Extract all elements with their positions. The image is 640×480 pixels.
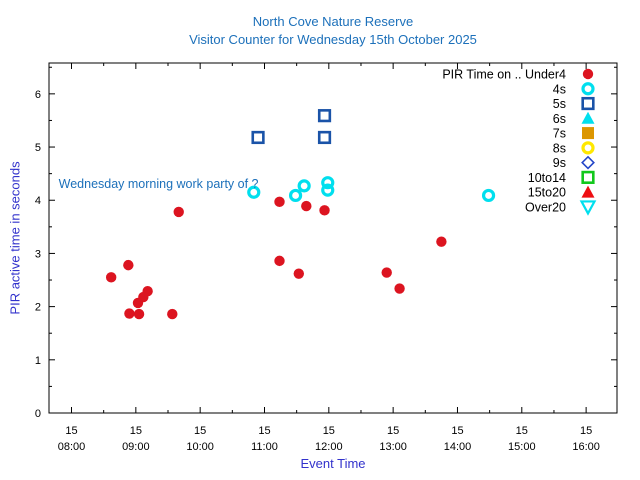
x-tick-label-day: 15 — [258, 425, 270, 437]
data-point-4s — [481, 188, 496, 203]
data-point-5s — [251, 130, 265, 145]
plot-border — [48, 62, 618, 414]
data-point-pir-time-on-under4 — [173, 206, 184, 218]
x-tick-label-day: 15 — [323, 425, 335, 437]
x-tick-label-time: 08:00 — [58, 441, 86, 453]
legend-label: 6s — [553, 112, 566, 126]
data-point-pir-time-on-under4 — [167, 308, 178, 320]
legend-marker-circle-open — [581, 141, 595, 155]
y-tick-label: 3 — [35, 248, 41, 260]
x-tick-label-time: 16:00 — [572, 441, 600, 453]
y-tick-label: 1 — [35, 355, 41, 367]
data-point-4s — [288, 188, 303, 203]
legend-marker-circle-open — [581, 82, 595, 96]
data-point-pir-time-on-under4 — [274, 196, 285, 208]
x-tick-label-time: 09:00 — [122, 441, 150, 453]
x-tick-label-time: 10:00 — [186, 441, 214, 453]
legend-label: 8s — [553, 141, 566, 155]
data-point-pir-time-on-under4 — [301, 200, 312, 212]
legend-marker-triangle-down-open — [579, 200, 597, 216]
chart-title: North Cove Nature Reserve Visitor Counte… — [63, 13, 603, 49]
legend-marker-diamond-open — [581, 155, 595, 170]
chart-title-line1: North Cove Nature Reserve — [252, 14, 414, 29]
x-tick-label-time: 15:00 — [508, 441, 536, 453]
y-tick-label: 4 — [35, 195, 41, 207]
x-axis-label: Event Time — [300, 456, 366, 471]
data-point-pir-time-on-under4 — [105, 272, 117, 283]
x-tick-label-day: 15 — [451, 425, 463, 437]
data-point-pir-time-on-under4 — [319, 205, 330, 216]
chart-title-line2: Visitor Counter for Wednesday 15th Octob… — [189, 32, 477, 47]
y-tick-label: 6 — [35, 89, 41, 101]
data-point-pir-time-on-under4 — [133, 308, 145, 320]
x-tick-label-time: 12:00 — [315, 441, 343, 453]
y-tick-label: 0 — [35, 408, 41, 420]
legend-label: 10to14 — [528, 171, 566, 185]
x-tick-label-day: 15 — [65, 425, 77, 437]
legend-label: Over20 — [525, 200, 566, 214]
data-point-pir-time-on-under4 — [124, 308, 135, 319]
data-point-4s — [321, 176, 335, 190]
x-tick-label-day: 15 — [194, 425, 206, 437]
legend-marker-square-filled — [582, 127, 594, 140]
data-point-pir-time-on-under4 — [274, 255, 285, 267]
legend-label: 7s — [553, 127, 566, 141]
legend-label: 15to20 — [528, 186, 566, 200]
y-tick-label: 5 — [35, 142, 41, 154]
x-tick-label-day: 15 — [130, 425, 142, 437]
legend-marker-triangle-up-filled — [581, 185, 595, 198]
legend-marker-square-open — [581, 170, 595, 184]
data-point-pir-time-on-under4 — [394, 283, 405, 294]
data-point-pir-time-on-under4 — [436, 236, 447, 247]
legend-label: 9s — [553, 156, 566, 170]
x-tick-label-time: 14:00 — [444, 441, 472, 453]
data-point-4s — [321, 183, 335, 197]
legend-marker-circle-filled — [582, 68, 594, 80]
y-tick-label: 2 — [35, 302, 41, 314]
legend-label: 4s — [553, 82, 566, 96]
data-point-5s — [317, 109, 332, 123]
legend-marker-triangle-up-filled — [581, 111, 595, 124]
data-point-pir-time-on-under4 — [381, 267, 392, 278]
legend-marker-square-open — [581, 96, 595, 111]
data-point-4s — [247, 185, 261, 199]
x-tick-label-day: 15 — [387, 425, 399, 437]
x-tick-label-day: 15 — [516, 425, 528, 437]
data-point-pir-time-on-under4 — [142, 285, 153, 297]
plot-annotation: Wednesday morning work party of ? — [58, 176, 259, 191]
x-tick-label-time: 11:00 — [251, 441, 278, 453]
data-point-pir-time-on-under4 — [293, 268, 304, 279]
legend-label: 5s — [553, 97, 566, 111]
y-axis-label: PIR active time in seconds — [7, 161, 23, 315]
x-tick-label-day: 15 — [580, 425, 592, 437]
x-tick-label-time: 13:00 — [379, 441, 407, 453]
data-point-4s — [297, 179, 311, 193]
data-point-5s — [317, 130, 332, 145]
data-point-pir-time-on-under4 — [123, 259, 134, 271]
legend-label: PIR Time on .. Under4 — [442, 68, 566, 82]
